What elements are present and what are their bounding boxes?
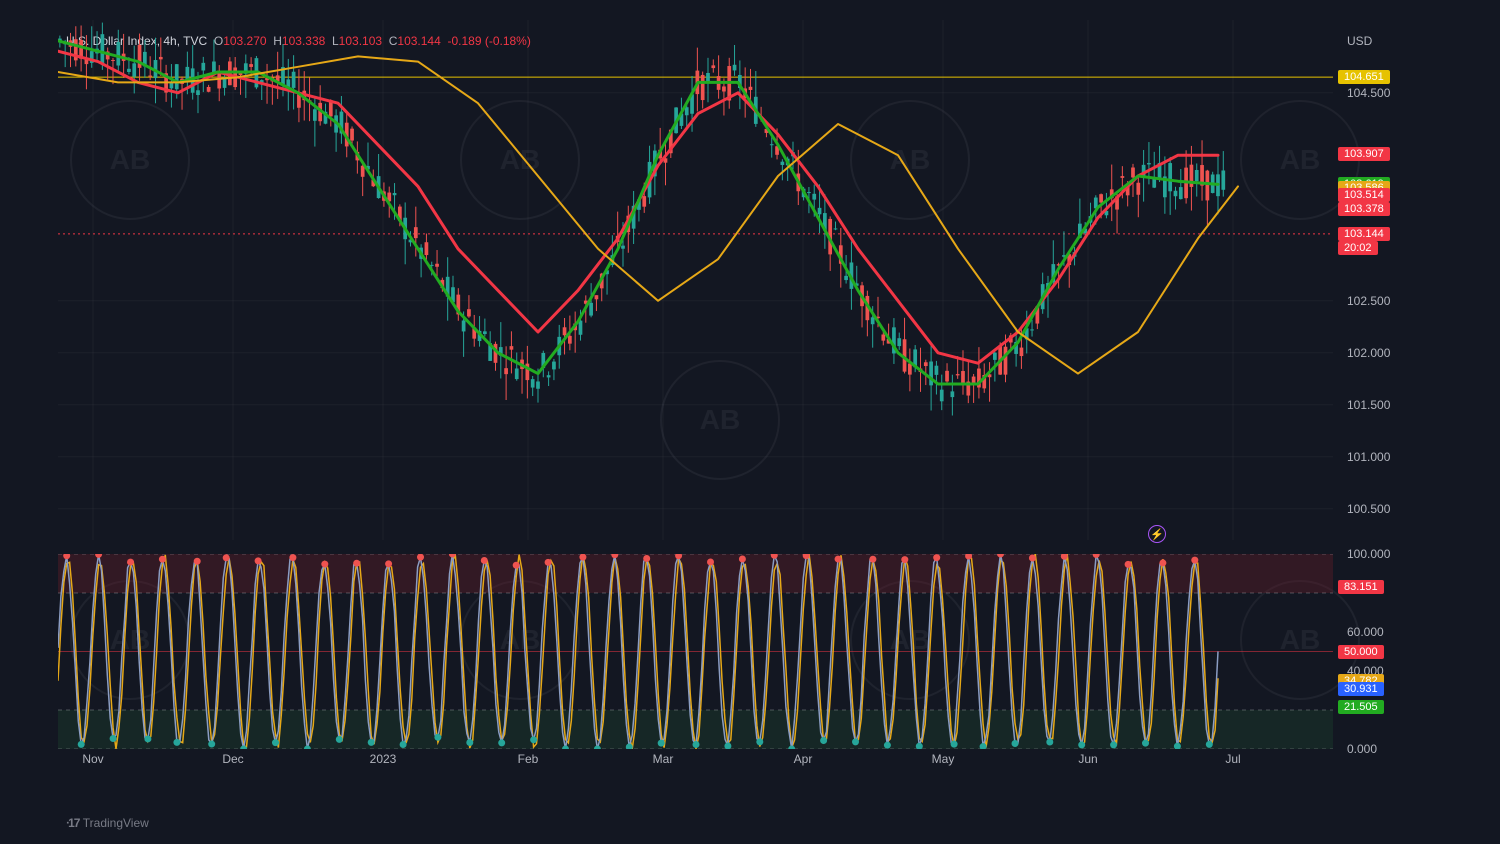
branding-text: TradingView: [83, 816, 149, 830]
tradingview-chart: AB AB AB AB AB AB AB AB AB U.S. Dollar I…: [0, 0, 1500, 844]
osc-tick: 60.000: [1347, 625, 1384, 639]
osc-tick: 0.000: [1347, 742, 1377, 756]
time-tick: Jul: [1225, 752, 1240, 766]
time-tick: Feb: [518, 752, 539, 766]
price-tick: 101.000: [1347, 450, 1390, 464]
price-label: 83.151: [1338, 580, 1384, 594]
time-tick: Nov: [82, 752, 103, 766]
price-label: 103.514: [1338, 188, 1390, 202]
price-tick: 101.500: [1347, 398, 1390, 412]
price-label: 103.378: [1338, 202, 1390, 216]
time-tick: Dec: [222, 752, 243, 766]
price-label: 104.651: [1338, 70, 1390, 84]
price-label: 21.505: [1338, 700, 1384, 714]
countdown: 20:02: [1338, 241, 1378, 255]
price-panel[interactable]: ⚡: [58, 20, 1333, 540]
price-tick: 102.500: [1347, 294, 1390, 308]
price-label: 103.907: [1338, 147, 1390, 161]
price-label: 50.000: [1338, 645, 1384, 659]
osc-tick: 100.000: [1347, 547, 1390, 561]
alert-icon[interactable]: ⚡: [1148, 525, 1166, 543]
price-label: 30.931: [1338, 682, 1384, 696]
time-tick: Jun: [1078, 752, 1097, 766]
oscillator-svg: [58, 554, 1333, 749]
time-tick: 2023: [370, 752, 397, 766]
price-svg: [58, 20, 1333, 540]
branding: ᐧ17 TradingView: [66, 816, 149, 830]
time-axis[interactable]: Nov Dec 2023 Feb Mar Apr May Jun Jul: [58, 752, 1333, 776]
price-tick: 100.500: [1347, 502, 1390, 516]
currency-label: USD: [1347, 34, 1372, 48]
time-tick: Mar: [653, 752, 674, 766]
tv-logo-icon: ᐧ17: [66, 816, 79, 830]
price-tick: 104.500: [1347, 86, 1390, 100]
price-tick: 102.000: [1347, 346, 1390, 360]
price-label: 103.144: [1338, 227, 1390, 241]
time-tick: Apr: [794, 752, 813, 766]
oscillator-panel[interactable]: [58, 554, 1333, 749]
time-tick: May: [932, 752, 955, 766]
